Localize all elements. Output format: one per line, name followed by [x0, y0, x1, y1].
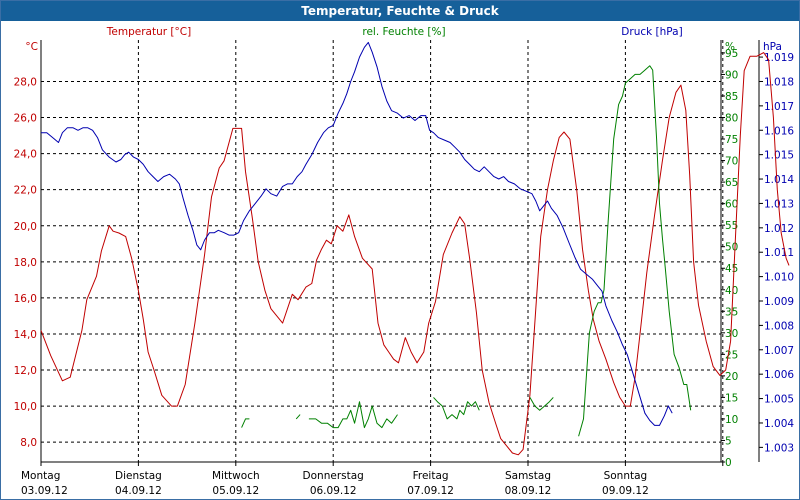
humidity-tick-label: 70: [725, 156, 738, 168]
day-name-label: Dienstag: [115, 470, 162, 482]
humidity-series-segment: [578, 65, 692, 437]
humidity-tick-label: 20: [725, 371, 738, 383]
pressure-tick-label: 1.006: [764, 369, 794, 381]
humidity-tick-label: 80: [725, 113, 738, 125]
pressure-tick-label: 1.007: [764, 345, 794, 357]
pressure-tick-label: 1.018: [764, 76, 794, 88]
humidity-axis-label: rel. Feuchte [%]: [362, 26, 445, 38]
tick-labels: 8,0 10,0 12,0 14,0 16,0 18,0 20,0 22,0 24,0 26,0 2…: [14, 48, 795, 497]
temperature-tick-label: 12,0: [14, 365, 37, 377]
day-name-label: Montag: [21, 470, 60, 482]
day-date-label: 04.09.12: [115, 485, 162, 497]
temperature-tick-label: 28,0: [14, 76, 37, 88]
chart-title: Temperatur, Feuchte & Druck: [301, 4, 499, 18]
pressure-tick-label: 1.008: [764, 320, 794, 332]
pressure-tick-label: 1.019: [764, 52, 794, 64]
temperature-tick-label: 8,0: [20, 437, 37, 449]
temperature-tick-label: 24,0: [14, 149, 37, 161]
humidity-tick-label: 10: [725, 414, 738, 426]
pressure-tick-label: 1.015: [764, 150, 794, 162]
pressure-axis-label: Druck [hPa]: [621, 26, 682, 38]
humidity-tick-label: 75: [725, 134, 738, 146]
humidity-tick-label: 65: [725, 177, 738, 189]
pressure-tick-label: 1.011: [764, 247, 794, 259]
humidity-tick-label: 85: [725, 91, 738, 103]
pressure-tick-label: 1.005: [764, 394, 794, 406]
temperature-tick-label: 20,0: [14, 221, 37, 233]
humidity-tick-label: 30: [725, 328, 738, 340]
humidity-tick-label: 90: [725, 69, 738, 81]
temperature-tick-label: 22,0: [14, 185, 37, 197]
temperature-axis-label: Temperatur [°C]: [106, 26, 191, 38]
temperature-series-line: [40, 52, 790, 456]
pressure-tick-label: 1.009: [764, 296, 794, 308]
pressure-tick-label: 1.012: [764, 223, 794, 235]
day-date-label: 06.09.12: [310, 485, 357, 497]
humidity-tick-label: 55: [725, 220, 738, 232]
data-series: [40, 41, 790, 456]
temperature-tick-label: 26,0: [14, 113, 37, 125]
humidity-tick-label: 40: [725, 285, 738, 297]
humidity-series-segment: [529, 397, 554, 411]
humidity-tick-label: 15: [725, 392, 738, 404]
humidity-series-segment: [308, 401, 398, 429]
pressure-tick-label: 1.016: [764, 125, 794, 137]
temperature-unit-label: °C: [25, 41, 38, 53]
humidity-tick-label: 0: [725, 457, 732, 469]
day-name-label: Donnerstag: [303, 470, 364, 482]
pressure-tick-label: 1.010: [764, 272, 794, 284]
temperature-tick-label: 16,0: [14, 293, 37, 305]
humidity-tick-label: 95: [725, 48, 738, 60]
pressure-tick-label: 1.017: [764, 101, 794, 113]
humidity-series-segment: [295, 414, 301, 420]
chart-title-bar: Temperatur, Feuchte & Druck: [1, 1, 799, 21]
humidity-series-segment: [433, 397, 480, 420]
day-date-label: 07.09.12: [407, 485, 454, 497]
pressure-unit-label: hPa: [763, 41, 782, 53]
axes: [40, 40, 763, 466]
day-name-label: Sonntag: [604, 470, 648, 482]
pressure-tick-label: 1.003: [764, 442, 794, 454]
day-name-label: Samstag: [505, 470, 551, 482]
day-date-label: 03.09.12: [21, 485, 68, 497]
pressure-tick-label: 1.014: [764, 174, 794, 186]
day-date-label: 05.09.12: [212, 485, 259, 497]
pressure-tick-label: 1.004: [764, 418, 794, 430]
temperature-tick-label: 14,0: [14, 329, 37, 341]
day-date-label: 09.09.12: [602, 485, 649, 497]
pressure-series-line: [41, 41, 673, 426]
day-date-label: 08.09.12: [505, 485, 552, 497]
humidity-unit-label: %: [725, 41, 735, 53]
temperature-tick-label: 10,0: [14, 401, 37, 413]
day-name-label: Freitag: [413, 470, 449, 482]
humidity-tick-label: 45: [725, 263, 738, 275]
temperature-tick-label: 18,0: [14, 257, 37, 269]
day-name-label: Mittwoch: [212, 470, 260, 482]
humidity-tick-label: 60: [725, 199, 738, 211]
humidity-tick-label: 50: [725, 242, 738, 254]
humidity-series-segment: [241, 418, 250, 428]
humidity-tick-label: 5: [725, 435, 732, 447]
